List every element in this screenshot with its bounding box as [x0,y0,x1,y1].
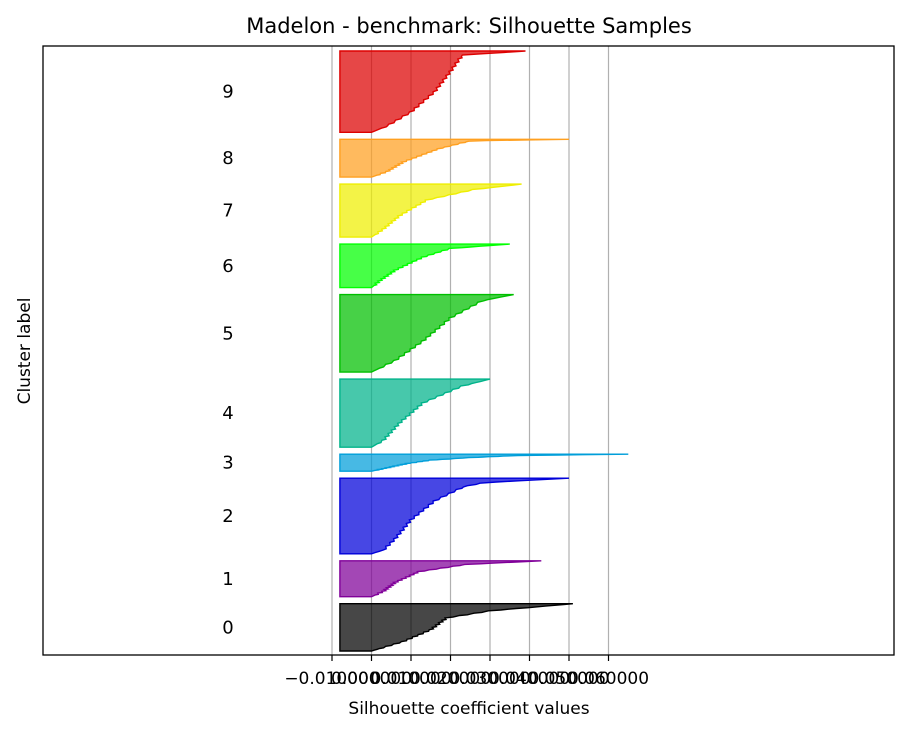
silhouette-band-7 [339,183,522,238]
silhouette-band-0 [339,603,573,652]
x-tick-label: 0.000000 [331,669,412,689]
cluster-label-0: 0 [222,617,233,638]
cluster-label-5: 5 [222,323,233,344]
cluster-label-4: 4 [222,403,233,424]
silhouette-band-5 [339,293,514,373]
x-tick-label: 0.040000 [489,669,570,689]
x-tick-label: 0.020000 [410,669,491,689]
x-tick-label: 0.060000 [568,669,649,689]
silhouette-band-4 [339,378,491,448]
cluster-label-3: 3 [222,453,233,474]
x-tick-label: 0.010000 [370,669,451,689]
tick-layer: −0.0100000.0000000.0100000.0200000.03000… [284,655,649,689]
silhouette-band-8 [339,138,570,178]
silhouette-band-1 [339,560,542,598]
chart-title: Madelon - benchmark: Silhouette Samples [246,14,692,38]
cluster-label-1: 1 [222,569,233,590]
cluster-label-2: 2 [222,506,233,527]
silhouette-band-6 [339,243,510,289]
y-axis-label: Cluster label [15,298,35,405]
x-axis-label: Silhouette coefficient values [348,699,589,719]
cluster-label-6: 6 [222,256,233,277]
x-tick-label: −0.010000 [284,669,379,689]
cluster-label-9: 9 [222,82,233,103]
cluster-label-8: 8 [222,148,233,169]
plot-frame [42,45,895,656]
cluster-label-7: 7 [222,201,233,222]
silhouette-band-3 [339,453,629,472]
silhouette-band-9 [339,50,526,133]
x-tick-label: 0.050000 [528,669,609,689]
cluster-layer: 0 1 2 3 4 5 6 7 8 9 [222,50,629,652]
x-tick-label: 0.030000 [449,669,530,689]
silhouette-band-2 [339,477,570,555]
